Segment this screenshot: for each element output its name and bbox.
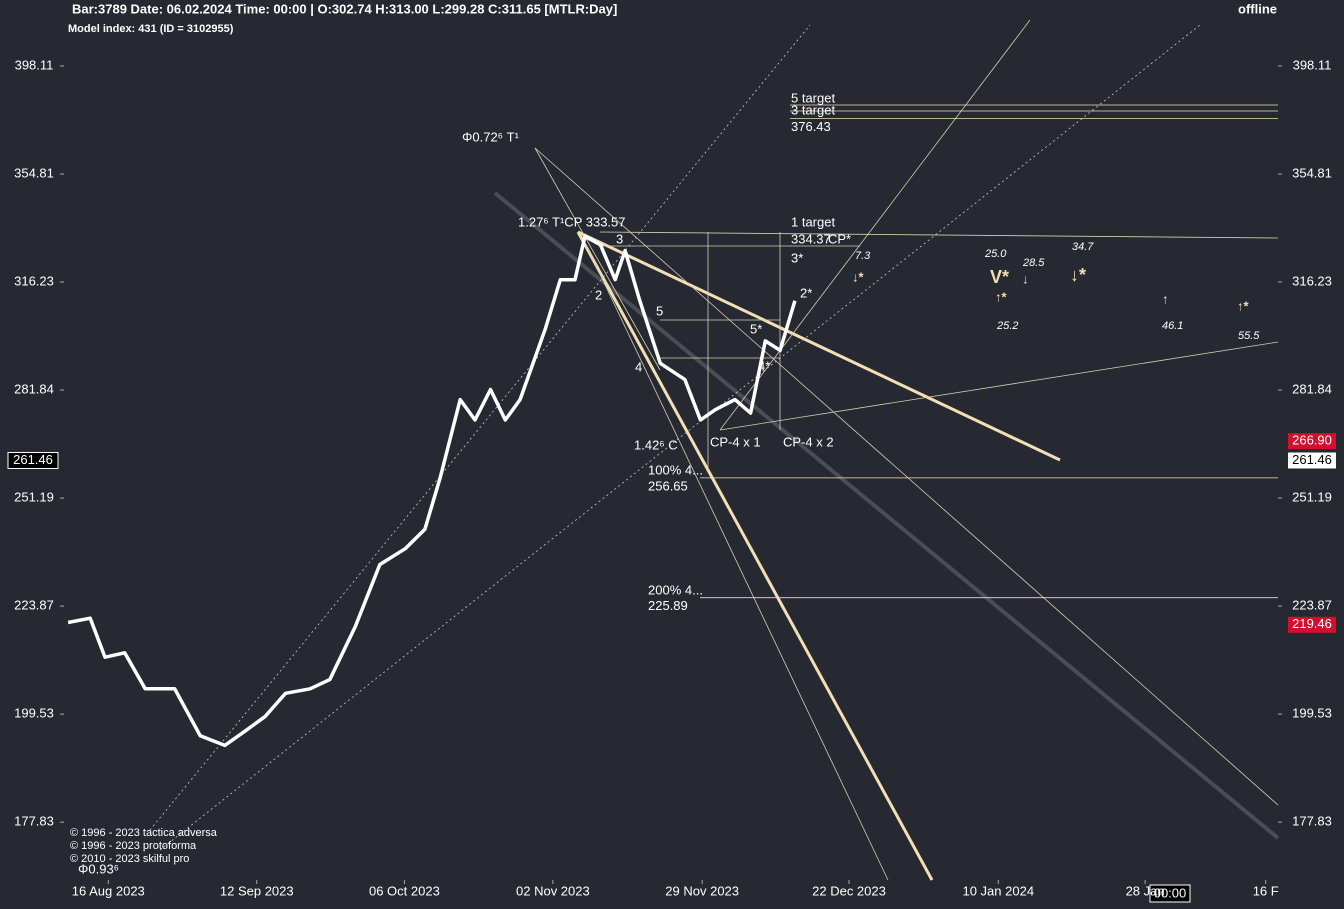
status: offline bbox=[1238, 1, 1277, 16]
y-tick-label: 354.81 bbox=[14, 165, 54, 180]
y-tick-label: 199.53 bbox=[14, 706, 54, 721]
trend-line bbox=[534, 147, 661, 371]
x-tick-label: 28 Jan bbox=[1126, 883, 1165, 898]
annotation: 5* bbox=[750, 321, 762, 336]
model-index: Model index: 431 (ID = 3102955) bbox=[68, 23, 234, 35]
annotation: CP* bbox=[828, 231, 851, 246]
annotation: 28.5 bbox=[1022, 257, 1045, 269]
annotation: ↓ bbox=[1022, 271, 1029, 286]
trend-line bbox=[719, 341, 1279, 431]
annotation: ↑* bbox=[1237, 298, 1250, 313]
annotation: ↓* bbox=[1070, 265, 1086, 285]
trend-line bbox=[149, 24, 811, 831]
trend-line bbox=[577, 230, 1061, 462]
annotation: V* bbox=[990, 267, 1009, 287]
x-tick-label: 02 Nov 2023 bbox=[516, 883, 590, 898]
y-tick-label: 398.11 bbox=[1293, 57, 1332, 72]
annotation: 3 target bbox=[791, 102, 835, 117]
annotation: 200% 4... bbox=[648, 582, 703, 597]
price-tag-label: 261.46 bbox=[13, 452, 53, 467]
annotation: ↑ bbox=[1162, 291, 1169, 306]
cursor-box bbox=[1149, 884, 1191, 903]
annotation: 1.42⁶ C bbox=[634, 437, 678, 452]
x-tick-label: 16 Aug 2023 bbox=[72, 883, 145, 898]
annotation: 4* bbox=[758, 358, 770, 373]
y-tick-label: 316.23 bbox=[14, 273, 54, 288]
y-tick-label: 177.83 bbox=[14, 814, 54, 829]
trend-line bbox=[493, 191, 1280, 840]
level-label: 376.43 bbox=[791, 119, 831, 134]
annotation: Φ0.72⁶ T¹ bbox=[462, 129, 520, 144]
annotation: 46.1 bbox=[1162, 320, 1183, 332]
price-line bbox=[67, 234, 797, 748]
price-tag-label: 219.46 bbox=[1292, 616, 1332, 631]
annotation: 5 bbox=[656, 303, 663, 318]
annotation: 2 bbox=[595, 287, 602, 302]
annotation: ↓* bbox=[852, 269, 865, 284]
annotation: 2* bbox=[800, 285, 812, 300]
y-tick-label: 281.84 bbox=[14, 381, 54, 396]
x-tick-label: 10 Jan 2024 bbox=[962, 883, 1034, 898]
annotation: 1.27⁶ T¹CP 333.57 bbox=[518, 214, 626, 229]
copyright: © 1996 - 2023 protoforma bbox=[70, 840, 197, 852]
trend-lines bbox=[149, 19, 1280, 881]
price-tag bbox=[1288, 452, 1336, 469]
annotation: 1 target bbox=[791, 214, 835, 229]
annotation: ↑* bbox=[995, 289, 1008, 304]
trend-line bbox=[719, 19, 1031, 431]
y-tick-label: 354.81 bbox=[1292, 165, 1332, 180]
annotation: 5 target bbox=[791, 90, 835, 105]
x-tick-label: 29 Nov 2023 bbox=[665, 883, 739, 898]
header-info: Bar:3789 Date: 06.02.2024 Time: 00:00 | … bbox=[72, 1, 617, 16]
annotation: 3* bbox=[791, 250, 803, 265]
copyright: © 1996 - 2023 tactica adversa bbox=[70, 827, 218, 839]
x-tick-label: 06 Oct 2023 bbox=[369, 883, 440, 898]
y-tick-label: 177.83 bbox=[1292, 814, 1332, 829]
annotation: 25.2 bbox=[996, 320, 1018, 332]
y-tick-label: 398.11 bbox=[15, 57, 54, 72]
price-tag bbox=[1288, 616, 1336, 633]
annotation: 334.37 bbox=[791, 231, 831, 246]
y-tick-label: 223.87 bbox=[1292, 598, 1332, 613]
grid-mark bbox=[599, 231, 1279, 239]
annotation: Φ0.93⁶ bbox=[78, 861, 119, 876]
trend-line bbox=[159, 24, 1201, 851]
price-tag bbox=[7, 451, 59, 469]
x-tick-label: 16 F bbox=[1253, 883, 1279, 898]
annotation: CP-4 x 1 bbox=[710, 434, 761, 449]
annotation: 3 bbox=[616, 231, 623, 246]
y-tick-label: 199.53 bbox=[1292, 706, 1332, 721]
annotation: 25.0 bbox=[984, 248, 1007, 260]
annotation: 100% 4... bbox=[648, 462, 703, 477]
price-tag-label: 261.46 bbox=[1292, 452, 1332, 467]
price-tag bbox=[1288, 433, 1336, 450]
annotation: 7.3 bbox=[855, 250, 871, 262]
y-tick-label: 251.19 bbox=[1292, 490, 1332, 505]
copyright: © 2010 - 2023 skilful pro bbox=[70, 853, 189, 865]
cursor-time: 00:00 bbox=[1154, 885, 1187, 900]
trend-line bbox=[534, 147, 1279, 806]
annotation: 55.5 bbox=[1238, 330, 1260, 342]
price-tag-label: 266.90 bbox=[1292, 433, 1332, 448]
x-tick-label: 12 Sep 2023 bbox=[220, 883, 294, 898]
y-tick-label: 316.23 bbox=[1292, 273, 1332, 288]
annotation: 34.7 bbox=[1072, 241, 1094, 253]
trend-line bbox=[576, 231, 934, 881]
x-tick-label: 22 Dec 2023 bbox=[812, 883, 886, 898]
trend-line bbox=[579, 231, 889, 881]
annotation: CP-4 x 2 bbox=[783, 434, 834, 449]
level-label: 225.89 bbox=[648, 598, 688, 613]
y-tick-label: 281.84 bbox=[1292, 381, 1332, 396]
y-tick-label: 223.87 bbox=[14, 598, 54, 613]
y-tick-label: 251.19 bbox=[14, 490, 54, 505]
level-label: 256.65 bbox=[648, 478, 688, 493]
annotation: 4 bbox=[635, 359, 642, 374]
